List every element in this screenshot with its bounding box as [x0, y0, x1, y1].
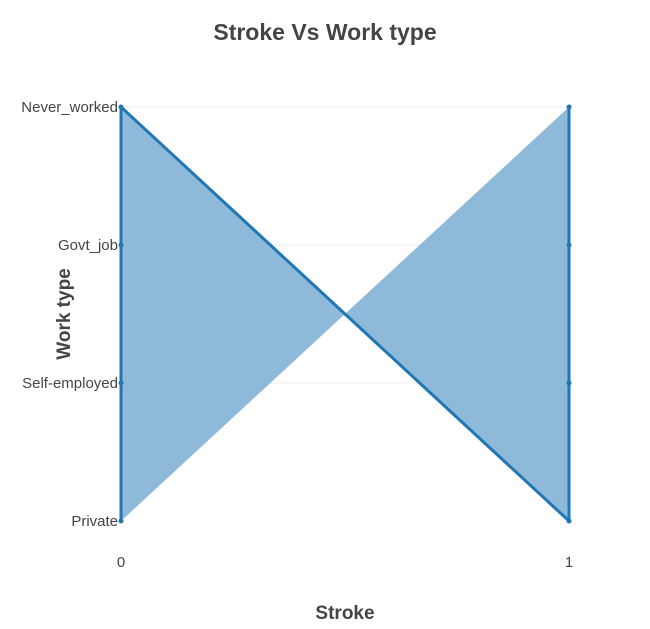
data-point: [566, 104, 572, 110]
x-tick-label: 1: [565, 554, 573, 571]
data-point: [566, 242, 572, 248]
y-tick-label: Govt_job: [58, 237, 118, 254]
tick-labels: Private Self-employed Govt_job Never_worked…: [21, 99, 573, 571]
x-tick-label: 0: [117, 554, 125, 571]
x-axis-title: Stroke: [315, 603, 374, 624]
y-axis-title: Work type: [54, 268, 75, 360]
data-point: [566, 380, 572, 386]
data-point: [118, 242, 124, 248]
data-point: [566, 518, 572, 524]
data-point: [118, 518, 124, 524]
markers: [118, 104, 572, 524]
y-tick-label: Self-employed: [22, 375, 118, 392]
data-point: [118, 380, 124, 386]
y-tick-label: Private: [71, 513, 118, 530]
series-layer: [119, 105, 571, 523]
y-tick-label: Never_worked: [21, 99, 118, 116]
chart-title: Stroke Vs Work type: [213, 19, 436, 45]
series-line: [119, 105, 571, 523]
data-point: [118, 104, 124, 110]
